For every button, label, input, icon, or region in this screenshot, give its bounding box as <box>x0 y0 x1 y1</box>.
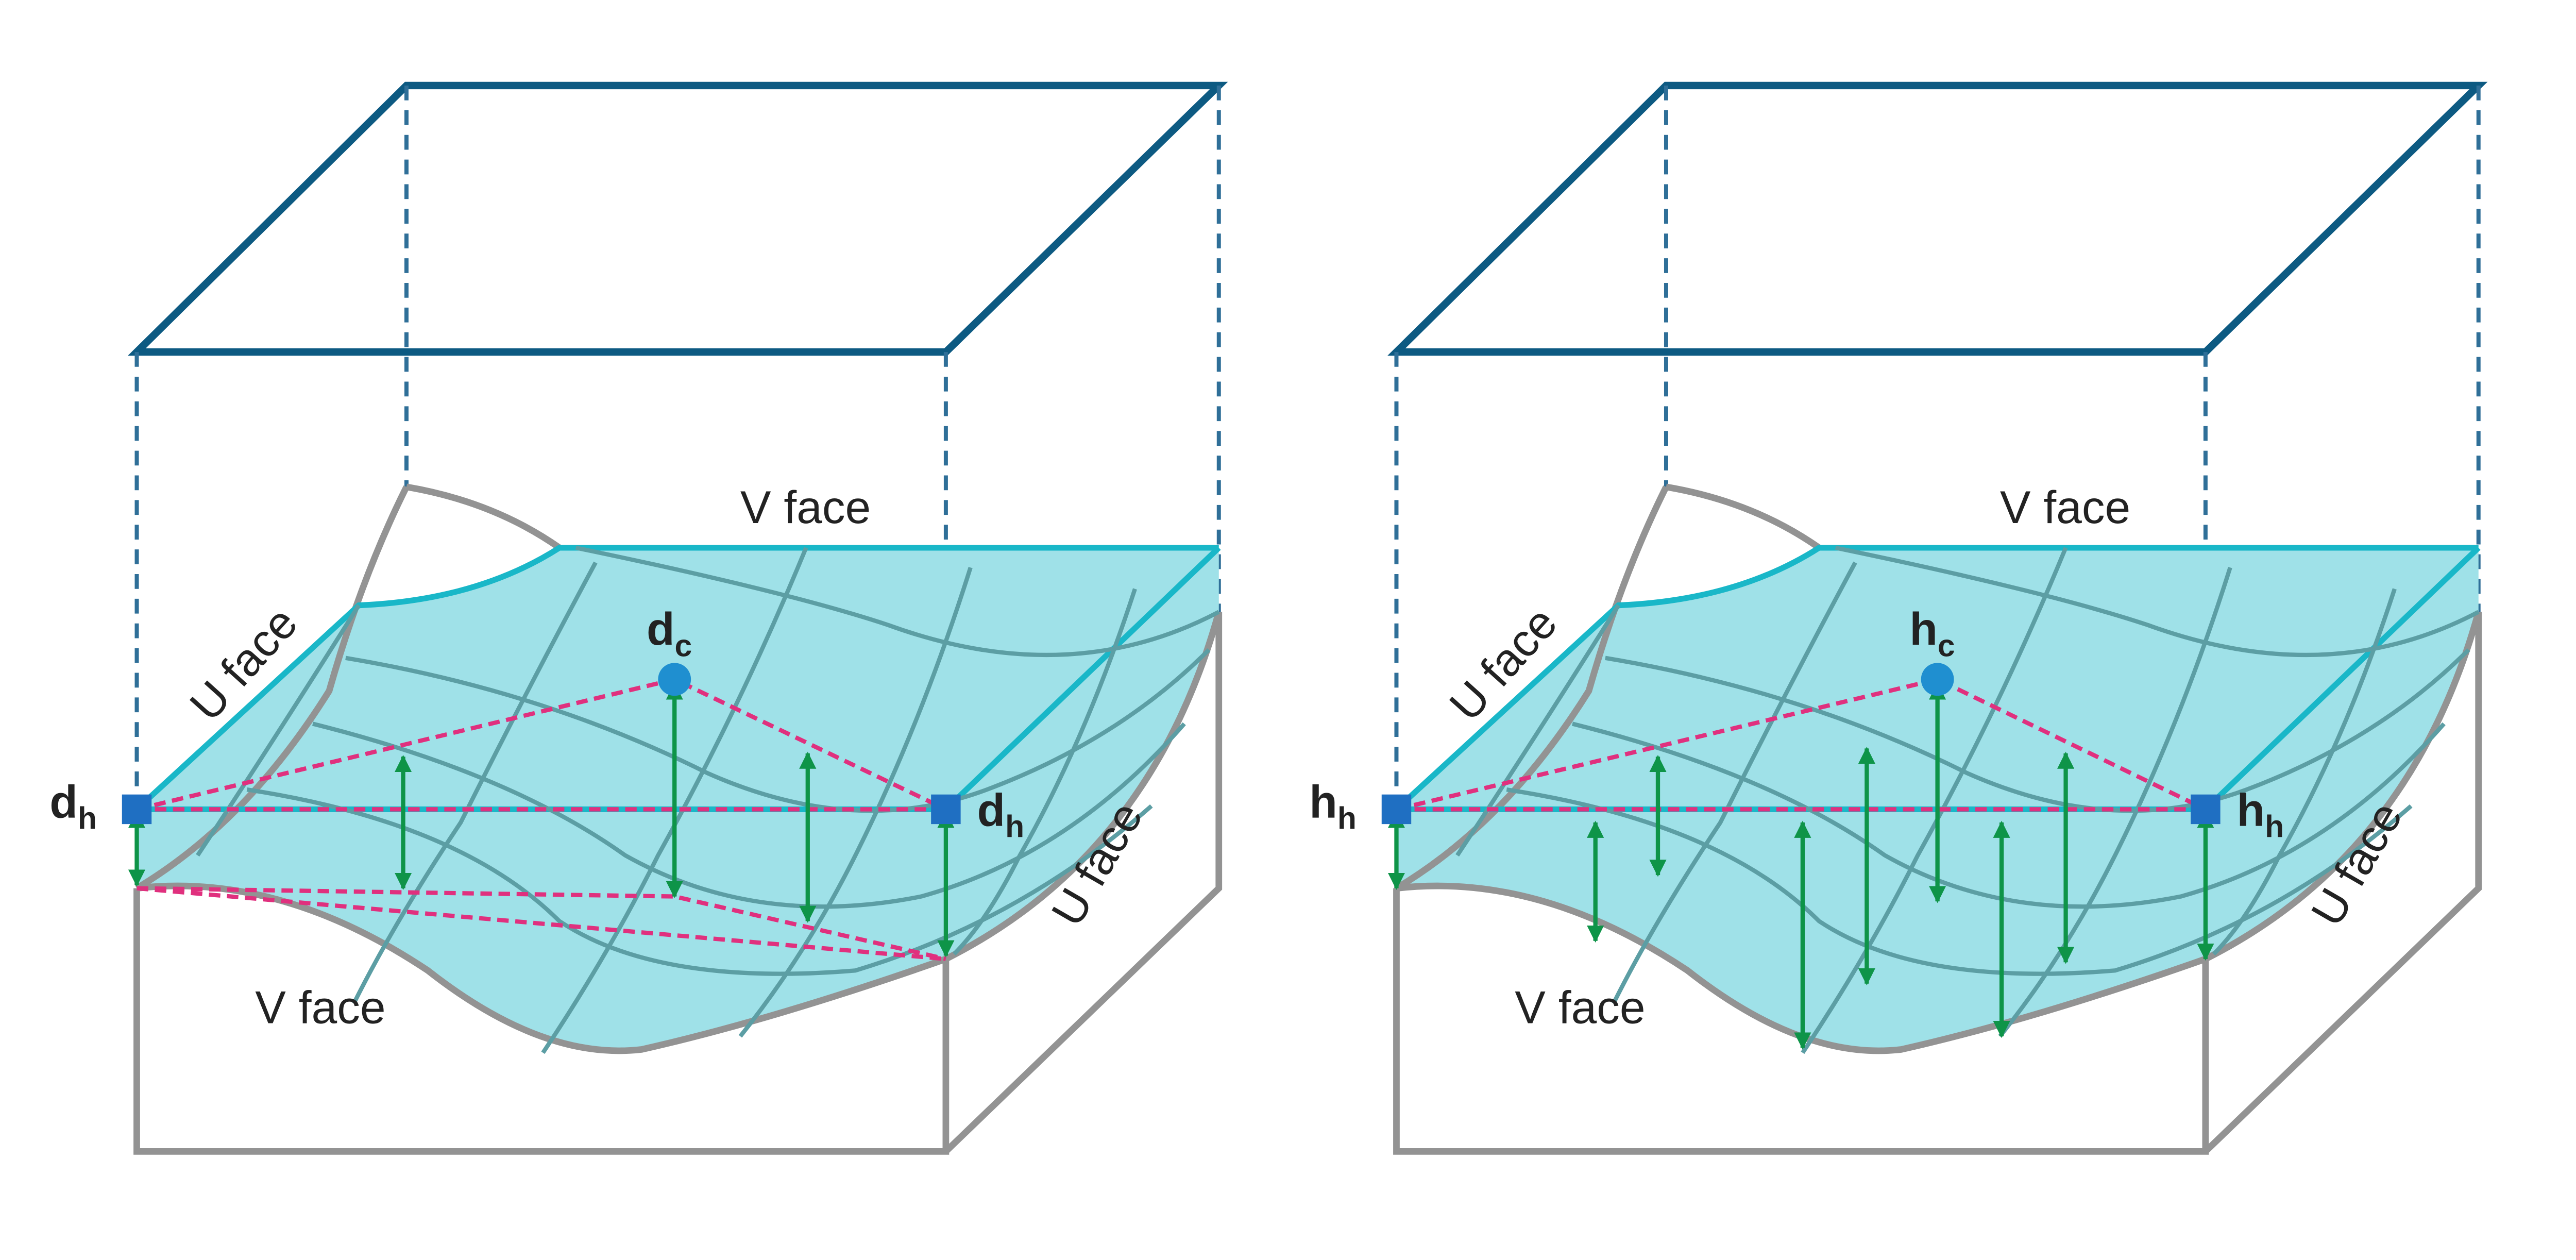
center-label: hc <box>1909 603 1955 663</box>
center-marker <box>658 663 691 696</box>
v-face-top-label: V face <box>2000 481 2130 533</box>
corner-marker <box>931 794 961 825</box>
v-face-bottom-label: V face <box>1515 981 1645 1033</box>
center-marker <box>1921 663 1954 696</box>
panel-distance: V face U face V face U face dh dh dc <box>49 86 1218 1151</box>
corner-marker <box>1381 794 1412 825</box>
panel-height: V face U face V face U face hh hh hc <box>1309 86 2478 1151</box>
corner-label-right: dh <box>977 784 1025 844</box>
corner-label-right: hh <box>2237 784 2284 844</box>
corner-label-left: hh <box>1309 776 1357 835</box>
v-face-bottom-label: V face <box>255 981 385 1033</box>
corner-label-left: dh <box>49 776 97 835</box>
corner-marker <box>122 794 152 825</box>
v-face-top-label: V face <box>740 481 871 533</box>
corner-marker <box>2191 794 2221 825</box>
center-label: dc <box>647 603 692 663</box>
